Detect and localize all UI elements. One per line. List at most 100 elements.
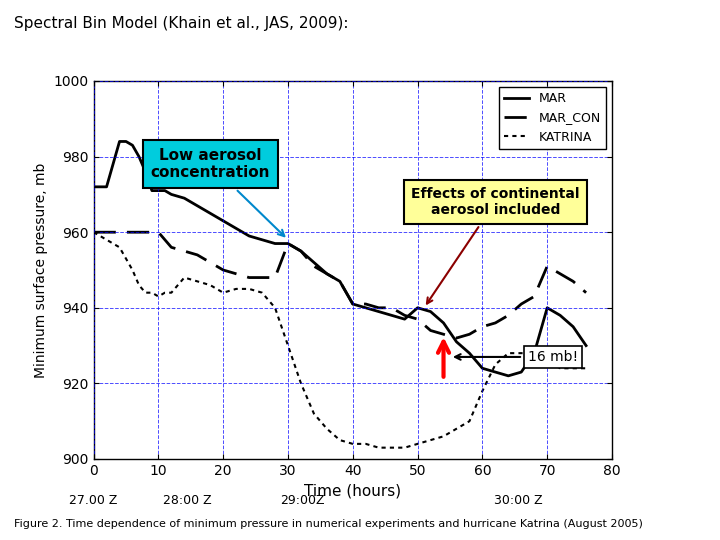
MAR (122, 138, 130, 145)
MAR_CON (206, 259, 215, 266)
MAR_CON (148, 229, 156, 235)
MAR (284, 240, 292, 247)
Y-axis label: Minimum surface pressure, mb: Minimum surface pressure, mb (34, 163, 48, 377)
MAR (258, 237, 266, 243)
MAR_CON (361, 301, 370, 307)
MAR_CON (426, 327, 435, 334)
KATRINA (245, 286, 253, 292)
KATRINA (271, 305, 279, 311)
KATRINA (530, 350, 539, 356)
KATRINA (504, 350, 513, 356)
KATRINA (141, 289, 150, 296)
MAR (193, 202, 202, 209)
MAR (297, 248, 305, 254)
MAR (374, 308, 383, 315)
KATRINA (180, 274, 189, 281)
KATRINA (387, 444, 396, 451)
MAR_CON (232, 271, 240, 277)
MAR_CON (465, 331, 474, 338)
Text: 30:00 Z: 30:00 Z (494, 494, 543, 507)
KATRINA (426, 437, 435, 443)
KATRINA (323, 426, 331, 432)
KATRINA (258, 289, 266, 296)
MAR_CON (271, 274, 279, 281)
MAR (89, 184, 98, 190)
MAR (271, 240, 279, 247)
KATRINA (219, 289, 228, 296)
MAR (323, 271, 331, 277)
MAR (245, 233, 253, 239)
MAR (336, 278, 344, 285)
MAR (167, 191, 176, 198)
MAR (413, 305, 422, 311)
Line: KATRINA: KATRINA (94, 232, 586, 448)
Legend: MAR, MAR_CON, KATRINA: MAR, MAR_CON, KATRINA (498, 87, 606, 148)
KATRINA (102, 237, 111, 243)
MAR_CON (387, 305, 396, 311)
MAR_CON (569, 278, 577, 285)
MAR_CON (582, 289, 590, 296)
MAR_CON (556, 271, 564, 277)
MAR_CON (180, 248, 189, 254)
Text: Spectral Bin Model (Khain et al., JAS, 2009):: Spectral Bin Model (Khain et al., JAS, 2… (14, 16, 349, 31)
MAR_CON (245, 274, 253, 281)
MAR_CON (439, 331, 448, 338)
MAR (141, 168, 150, 175)
KATRINA (167, 289, 176, 296)
MAR_CON (135, 229, 143, 235)
MAR (465, 350, 474, 356)
MAR_CON (348, 301, 357, 307)
MAR (530, 350, 539, 356)
MAR_CON (167, 244, 176, 251)
MAR_CON (530, 293, 539, 300)
KATRINA (517, 350, 526, 356)
KATRINA (361, 441, 370, 447)
MAR (439, 320, 448, 326)
MAR_CON (517, 301, 526, 307)
KATRINA (310, 410, 318, 417)
MAR_CON (122, 229, 130, 235)
KATRINA (297, 380, 305, 387)
MAR_CON (413, 316, 422, 322)
KATRINA (413, 441, 422, 447)
Text: Low aerosol
concentration: Low aerosol concentration (150, 148, 284, 236)
MAR (426, 308, 435, 315)
KATRINA (336, 437, 344, 443)
MAR (154, 187, 163, 194)
MAR_CON (491, 320, 500, 326)
MAR_CON (310, 263, 318, 269)
MAR (180, 195, 189, 201)
KATRINA (193, 278, 202, 285)
MAR_CON (543, 263, 552, 269)
KATRINA (556, 365, 564, 372)
MAR (219, 218, 228, 224)
MAR (161, 187, 169, 194)
MAR_CON (141, 229, 150, 235)
KATRINA (128, 267, 137, 273)
MAR_CON (154, 229, 163, 235)
MAR (569, 323, 577, 330)
MAR_CON (478, 323, 487, 330)
Line: MAR_CON: MAR_CON (94, 232, 586, 338)
KATRINA (115, 244, 124, 251)
MAR_CON (323, 271, 331, 277)
MAR_CON (297, 248, 305, 254)
MAR (115, 138, 124, 145)
MAR (387, 312, 396, 319)
KATRINA (89, 229, 98, 235)
KATRINA (478, 388, 487, 394)
MAR (206, 210, 215, 217)
MAR_CON (193, 252, 202, 258)
MAR (504, 373, 513, 379)
KATRINA (348, 441, 357, 447)
KATRINA (154, 293, 163, 300)
X-axis label: Time (hours): Time (hours) (305, 483, 401, 498)
MAR (543, 305, 552, 311)
MAR (310, 259, 318, 266)
MAR (232, 225, 240, 232)
KATRINA (452, 426, 461, 432)
KATRINA (122, 255, 130, 262)
MAR_CON (102, 229, 111, 235)
KATRINA (491, 361, 500, 368)
KATRINA (400, 444, 409, 451)
